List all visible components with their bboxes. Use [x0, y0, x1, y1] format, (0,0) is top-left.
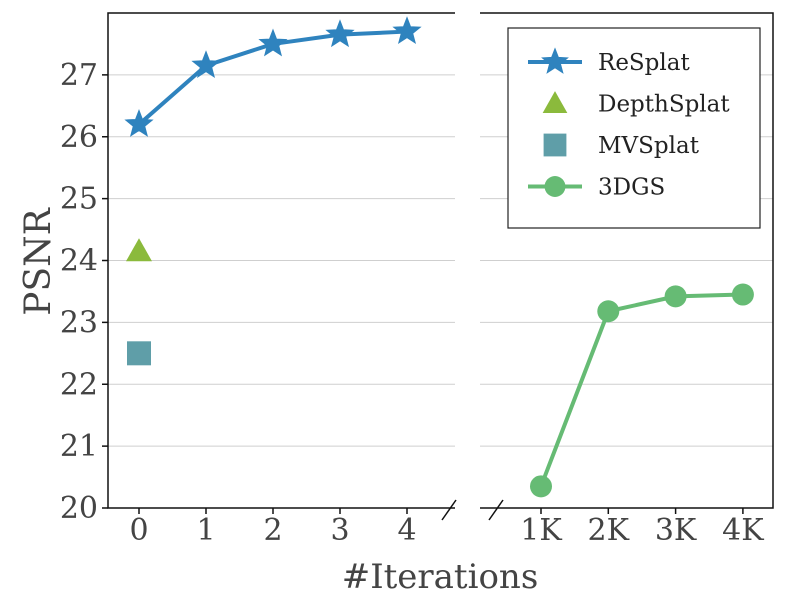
x-tick-label: 4K [722, 513, 764, 548]
data-point-3dgs [530, 475, 552, 498]
legend-marker-depthsplat [542, 91, 568, 113]
data-point-resplat [392, 16, 422, 45]
x-tick-label: 3 [330, 513, 349, 548]
x-tick-label: 4 [397, 513, 416, 548]
legend-label-resplat: ReSplat [598, 50, 690, 76]
y-tick-label: 27 [60, 58, 98, 93]
series-depthsplat [126, 238, 152, 262]
y-tick-label: 23 [60, 305, 98, 340]
data-point-3dgs [664, 285, 687, 308]
series-line-3dgs [539, 292, 743, 488]
series-resplat [124, 16, 422, 137]
legend-item-mvsplat: MVSplat [543, 133, 700, 159]
x-tick-label: 2 [263, 513, 282, 548]
y-tick-label: 26 [60, 120, 98, 155]
y-tick-label: 21 [60, 429, 98, 464]
legend-label-3dgs: 3DGS [598, 175, 665, 201]
legend-item-3dgs: 3DGS [528, 175, 665, 201]
x-tick-label: 1 [196, 513, 215, 548]
y-tick-label: 24 [60, 244, 98, 279]
x-tick-label: 2K [588, 513, 630, 548]
data-point-3dgs [731, 283, 754, 306]
legend-label-depthsplat: DepthSplat [598, 92, 730, 118]
legend-item-resplat: ReSplat [528, 47, 690, 76]
data-point-resplat [124, 109, 154, 137]
y-axis-title: PSNR [18, 207, 59, 315]
axis-break-mark [488, 499, 504, 521]
data-point-resplat [258, 28, 288, 57]
series-mvsplat [127, 341, 151, 366]
axis-break-mark [441, 499, 457, 521]
data-point-resplat [325, 19, 355, 48]
legend-marker-resplat [541, 47, 569, 74]
data-point-resplat [191, 50, 221, 79]
series-3dgs [530, 283, 754, 498]
series-layer [124, 16, 754, 498]
legend: ReSplat DepthSplat MVSplat 3DGS [507, 27, 761, 229]
legend-label-mvsplat: MVSplat [598, 133, 700, 159]
legend-marker-mvsplat [543, 133, 567, 157]
y-tick-label: 25 [60, 182, 98, 217]
y-tick-label: 22 [60, 367, 98, 402]
y-tick-label: 20 [60, 491, 98, 526]
data-point-mvsplat [127, 341, 151, 366]
x-tick-label: 3K [655, 513, 697, 548]
legend-item-depthsplat: DepthSplat [542, 91, 730, 118]
x-tick-label: 1K [520, 513, 562, 548]
data-point-3dgs [597, 300, 620, 323]
x-axis-title: #Iterations [342, 557, 539, 597]
right-panel-frame [480, 12, 774, 509]
legend-marker-3dgs [544, 176, 566, 197]
x-tick-label: 0 [129, 513, 148, 548]
data-point-depthsplat [126, 238, 152, 262]
